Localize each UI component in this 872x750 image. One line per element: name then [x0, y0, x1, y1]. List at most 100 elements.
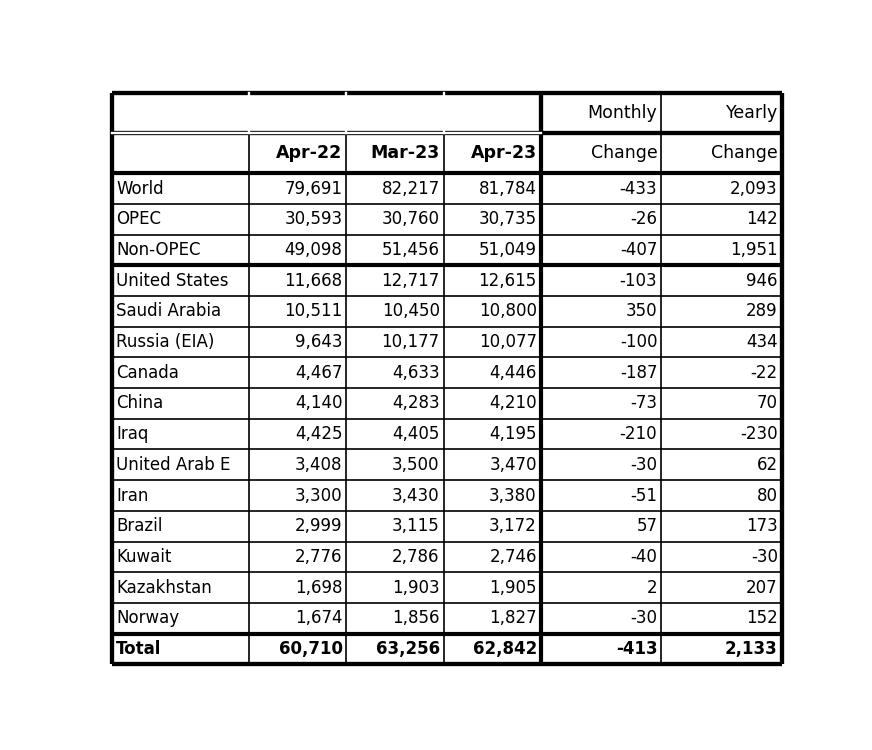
Text: 946: 946 [746, 272, 778, 290]
Text: 4,467: 4,467 [296, 364, 343, 382]
Text: Russia (EIA): Russia (EIA) [116, 333, 215, 351]
Text: Mar-23: Mar-23 [371, 144, 439, 162]
Text: -51: -51 [630, 487, 657, 505]
Text: 30,735: 30,735 [479, 210, 537, 228]
Text: Brazil: Brazil [116, 518, 162, 536]
Text: 81,784: 81,784 [479, 179, 537, 197]
Text: -26: -26 [630, 210, 657, 228]
Text: -433: -433 [620, 179, 657, 197]
Text: 3,380: 3,380 [489, 487, 537, 505]
Text: -413: -413 [616, 640, 657, 658]
Text: 289: 289 [746, 302, 778, 320]
Text: 60,710: 60,710 [278, 640, 343, 658]
Text: United States: United States [116, 272, 228, 290]
Text: 30,760: 30,760 [382, 210, 439, 228]
Text: 9,643: 9,643 [295, 333, 343, 351]
Text: 1,698: 1,698 [295, 579, 343, 597]
Text: 3,172: 3,172 [489, 518, 537, 536]
Text: 10,177: 10,177 [382, 333, 439, 351]
Text: 4,283: 4,283 [392, 394, 439, 412]
Text: Non-OPEC: Non-OPEC [116, 241, 201, 259]
Text: 63,256: 63,256 [376, 640, 439, 658]
Text: Norway: Norway [116, 609, 179, 627]
Text: 3,115: 3,115 [392, 518, 439, 536]
Text: Canada: Canada [116, 364, 179, 382]
Text: 2,776: 2,776 [295, 548, 343, 566]
Text: Saudi Arabia: Saudi Arabia [116, 302, 221, 320]
Text: 4,425: 4,425 [295, 425, 343, 443]
Text: 1,827: 1,827 [489, 609, 537, 627]
Text: Change: Change [711, 144, 778, 162]
Text: -30: -30 [751, 548, 778, 566]
Text: 2: 2 [647, 579, 657, 597]
Text: 350: 350 [626, 302, 657, 320]
Text: 10,511: 10,511 [284, 302, 343, 320]
Text: 2,133: 2,133 [726, 640, 778, 658]
Text: 2,999: 2,999 [295, 518, 343, 536]
Text: 10,800: 10,800 [479, 302, 537, 320]
Text: 3,408: 3,408 [295, 456, 343, 474]
Text: 4,210: 4,210 [489, 394, 537, 412]
Text: 4,446: 4,446 [489, 364, 537, 382]
Text: 49,098: 49,098 [285, 241, 343, 259]
Text: -230: -230 [740, 425, 778, 443]
Text: -22: -22 [751, 364, 778, 382]
Text: -210: -210 [620, 425, 657, 443]
Text: Iran: Iran [116, 487, 148, 505]
Text: 3,470: 3,470 [489, 456, 537, 474]
Text: 12,717: 12,717 [381, 272, 439, 290]
Text: Kuwait: Kuwait [116, 548, 172, 566]
Text: Monthly: Monthly [588, 104, 657, 122]
Text: 4,405: 4,405 [392, 425, 439, 443]
Text: Apr-22: Apr-22 [276, 144, 343, 162]
Text: 3,500: 3,500 [392, 456, 439, 474]
Text: 2,093: 2,093 [730, 179, 778, 197]
Text: Iraq: Iraq [116, 425, 148, 443]
Text: 1,905: 1,905 [489, 579, 537, 597]
Text: 79,691: 79,691 [284, 179, 343, 197]
Text: 1,951: 1,951 [730, 241, 778, 259]
Text: 1,856: 1,856 [392, 609, 439, 627]
Text: -30: -30 [630, 456, 657, 474]
Text: 142: 142 [746, 210, 778, 228]
Text: 4,195: 4,195 [489, 425, 537, 443]
Text: 11,668: 11,668 [284, 272, 343, 290]
Text: 1,674: 1,674 [295, 609, 343, 627]
Text: 1,903: 1,903 [392, 579, 439, 597]
Text: 173: 173 [746, 518, 778, 536]
Text: 62,842: 62,842 [473, 640, 537, 658]
Text: World: World [116, 179, 164, 197]
Text: 51,456: 51,456 [382, 241, 439, 259]
Text: China: China [116, 394, 163, 412]
Text: 30,593: 30,593 [284, 210, 343, 228]
Text: 152: 152 [746, 609, 778, 627]
Text: 12,615: 12,615 [479, 272, 537, 290]
Text: -187: -187 [620, 364, 657, 382]
Text: 82,217: 82,217 [381, 179, 439, 197]
Text: 57: 57 [637, 518, 657, 536]
Text: 2,786: 2,786 [392, 548, 439, 566]
Text: 434: 434 [746, 333, 778, 351]
Text: 51,049: 51,049 [479, 241, 537, 259]
Text: 10,077: 10,077 [479, 333, 537, 351]
Text: Apr-23: Apr-23 [471, 144, 537, 162]
Text: -407: -407 [620, 241, 657, 259]
Text: -73: -73 [630, 394, 657, 412]
Text: 4,140: 4,140 [295, 394, 343, 412]
Text: 62: 62 [757, 456, 778, 474]
Text: 10,450: 10,450 [382, 302, 439, 320]
Text: -100: -100 [620, 333, 657, 351]
Text: 3,430: 3,430 [392, 487, 439, 505]
Text: 4,633: 4,633 [392, 364, 439, 382]
Text: 70: 70 [757, 394, 778, 412]
Text: -40: -40 [630, 548, 657, 566]
Text: -30: -30 [630, 609, 657, 627]
Text: 207: 207 [746, 579, 778, 597]
Text: OPEC: OPEC [116, 210, 161, 228]
Text: Total: Total [116, 640, 161, 658]
Text: Change: Change [590, 144, 657, 162]
Text: Yearly: Yearly [726, 104, 778, 122]
Text: United Arab E: United Arab E [116, 456, 230, 474]
Text: 80: 80 [757, 487, 778, 505]
Text: 3,300: 3,300 [295, 487, 343, 505]
